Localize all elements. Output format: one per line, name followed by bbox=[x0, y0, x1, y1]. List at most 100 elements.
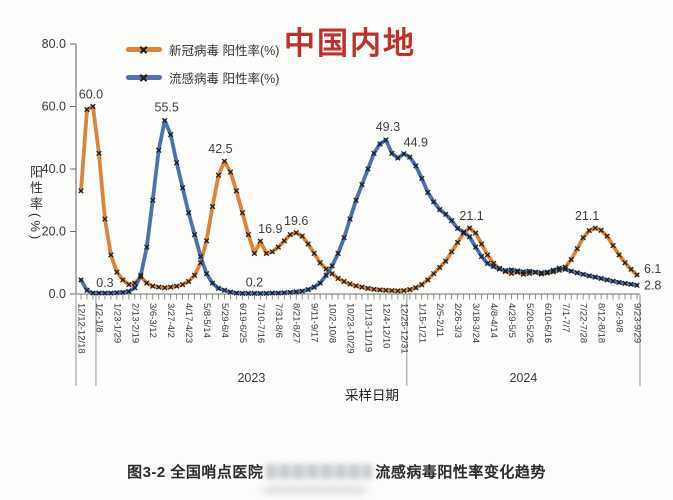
x-tick-label: 1/15-1/21 bbox=[416, 303, 427, 343]
x-marker bbox=[365, 166, 371, 172]
x-tick-label: 5/29-6/4 bbox=[219, 303, 230, 338]
x-tick-label: 12/25-12/31 bbox=[398, 303, 409, 354]
flu-point-label: 0.3 bbox=[96, 276, 113, 290]
x-marker-icon bbox=[139, 45, 149, 55]
covid-point-label: 6.1 bbox=[644, 262, 661, 276]
x-marker bbox=[329, 263, 335, 269]
x-tick-label: 7/22-7/28 bbox=[578, 303, 589, 343]
x-marker bbox=[323, 272, 329, 278]
x-axis-title: 采样日期 bbox=[345, 388, 399, 403]
x-marker bbox=[472, 244, 479, 250]
covid-series-line bbox=[79, 104, 639, 293]
x-marker bbox=[215, 172, 222, 178]
x-marker bbox=[550, 267, 557, 273]
x-marker bbox=[604, 233, 610, 239]
x-marker bbox=[383, 287, 389, 293]
x-marker bbox=[311, 250, 317, 257]
x-tick-label: 5/20-5/26 bbox=[524, 303, 535, 343]
x-marker bbox=[84, 106, 90, 113]
caption-smudge bbox=[263, 486, 367, 494]
x-marker bbox=[311, 284, 317, 290]
x-marker bbox=[359, 284, 365, 290]
x-marker bbox=[580, 271, 586, 278]
x-tick-label: 4/29-5/5 bbox=[506, 303, 517, 338]
x-marker bbox=[484, 260, 491, 267]
y-tick-label: 20.0 bbox=[42, 225, 66, 239]
flu-point-label: 2.8 bbox=[644, 278, 661, 292]
x-marker bbox=[425, 189, 431, 196]
x-marker bbox=[150, 283, 156, 289]
x-marker bbox=[520, 269, 527, 275]
x-marker bbox=[407, 154, 413, 160]
flu-point-label: 49.3 bbox=[376, 120, 400, 134]
x-marker bbox=[138, 274, 144, 280]
x-marker bbox=[353, 197, 359, 203]
x-marker bbox=[460, 230, 467, 236]
x-marker bbox=[586, 273, 592, 279]
x-marker bbox=[568, 256, 574, 263]
x-marker bbox=[502, 268, 509, 275]
x-marker bbox=[413, 285, 419, 291]
x-marker bbox=[209, 203, 216, 210]
x-tick-label: 2/5-2/11 bbox=[434, 303, 445, 337]
x-marker bbox=[96, 150, 102, 157]
x-marker bbox=[568, 268, 574, 274]
x-tick-label: 7/10-7/16 bbox=[255, 303, 266, 343]
x-marker bbox=[508, 267, 515, 273]
chart-legend: 新冠病毒 阳性率(%) 流感病毒 阳性率(%) bbox=[126, 40, 279, 87]
x-marker bbox=[335, 250, 341, 257]
x-tick-label: 10/2-10/8 bbox=[327, 303, 338, 343]
x-marker bbox=[610, 278, 616, 284]
x-marker bbox=[490, 263, 497, 270]
x-marker bbox=[203, 238, 210, 244]
caption-prefix: 图3-2 全国哨点医院 bbox=[127, 464, 264, 481]
x-marker bbox=[239, 290, 246, 297]
x-marker bbox=[430, 270, 437, 277]
x-marker bbox=[293, 289, 299, 295]
x-marker bbox=[305, 286, 311, 293]
y-tick-label: 80.0 bbox=[42, 37, 66, 51]
x-marker bbox=[365, 285, 371, 292]
x-marker bbox=[78, 188, 84, 194]
x-marker bbox=[634, 282, 640, 288]
x-marker-icon bbox=[139, 73, 149, 83]
x-marker bbox=[574, 270, 580, 276]
x-marker bbox=[233, 290, 240, 296]
covid-point-label: 21.1 bbox=[459, 209, 483, 223]
x-tick-label: 12/4-12/10 bbox=[380, 303, 391, 348]
x-marker bbox=[317, 260, 323, 266]
x-marker bbox=[466, 225, 473, 231]
x-marker bbox=[347, 281, 353, 287]
x-marker bbox=[203, 270, 210, 277]
x-marker bbox=[478, 241, 485, 247]
x-marker bbox=[215, 285, 222, 292]
covid-point-label: 60.0 bbox=[79, 88, 103, 102]
x-marker bbox=[185, 210, 192, 216]
x-marker bbox=[371, 286, 377, 293]
x-tick-label: 3/27-4/2 bbox=[165, 303, 176, 338]
x-marker bbox=[90, 103, 96, 110]
positivity-rate-chart: 2023 2024 12/12-12/18 1/2-1/8 1/23-1/29 2/13-… bbox=[42, 37, 662, 403]
x-marker bbox=[496, 266, 503, 272]
x-marker bbox=[371, 150, 377, 157]
x-marker bbox=[628, 281, 634, 288]
x-marker bbox=[287, 289, 293, 296]
x-marker bbox=[448, 217, 455, 224]
x-marker bbox=[245, 290, 252, 297]
x-marker bbox=[155, 147, 162, 153]
x-marker bbox=[191, 231, 198, 238]
x-marker bbox=[108, 252, 114, 258]
caption-redacted-region bbox=[266, 464, 373, 479]
x-marker bbox=[634, 272, 640, 278]
x-marker bbox=[299, 233, 305, 239]
x-marker bbox=[544, 270, 551, 276]
x-marker bbox=[401, 150, 407, 157]
x-marker bbox=[108, 290, 114, 296]
x-tick-label: 9/11-9/17 bbox=[309, 303, 320, 342]
x-marker bbox=[478, 253, 485, 260]
x-marker bbox=[221, 158, 228, 164]
x-marker bbox=[269, 290, 276, 296]
covid-point-label: 16.9 bbox=[258, 222, 282, 236]
x-tick-label: 2/26-3/3 bbox=[452, 303, 463, 338]
x-marker bbox=[281, 238, 288, 244]
